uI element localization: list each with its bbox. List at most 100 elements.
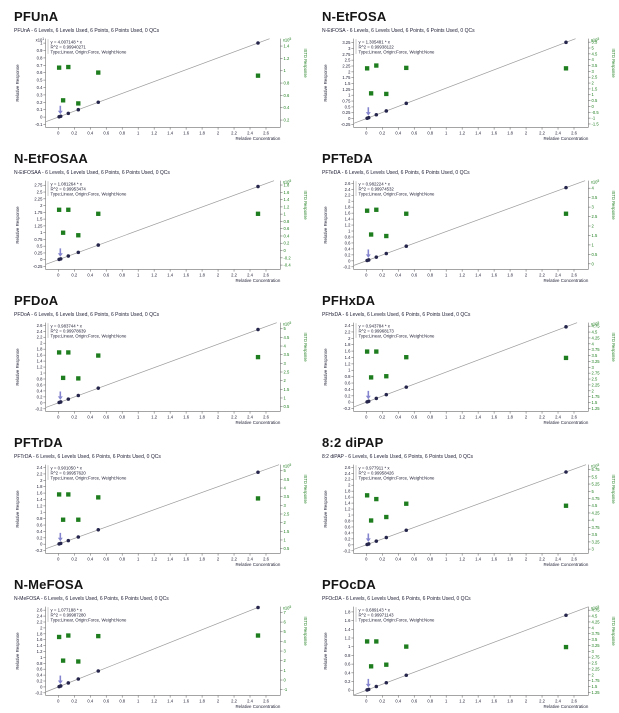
istd-response-points[interactable] — [56, 633, 261, 664]
istd-point[interactable] — [563, 211, 569, 216]
istd-point[interactable] — [368, 375, 374, 380]
calibration-plot[interactable]: 0 0.2 0.4 0.6 0.8 1 1.2 1.4 1.6 1.8 2 2.2 2.4 2.6-0.2… — [12, 461, 308, 567]
calibration-point[interactable] — [66, 254, 71, 258]
calibration-point[interactable] — [374, 112, 379, 117]
calibration-point[interactable] — [76, 393, 81, 398]
calibration-points[interactable] — [57, 184, 260, 262]
calibration-point[interactable] — [58, 541, 63, 546]
calibration-point[interactable] — [564, 40, 568, 45]
istd-point[interactable] — [96, 495, 101, 500]
calibration-point[interactable] — [58, 400, 63, 404]
calibration-point[interactable] — [58, 257, 63, 261]
istd-response-points[interactable] — [56, 207, 261, 238]
istd-point[interactable] — [66, 64, 71, 70]
calibration-points[interactable] — [365, 185, 568, 263]
calibration-point[interactable] — [384, 535, 389, 540]
istd-point[interactable] — [76, 659, 81, 664]
calibration-points[interactable] — [365, 613, 568, 692]
calibration-point[interactable] — [96, 386, 101, 390]
istd-response-points[interactable] — [56, 350, 261, 381]
calibration-plot[interactable]: 0 0.2 0.4 0.6 0.8 1 1.2 1.4 1.6 1.8 2 2.2 2.4 2.6-0.2… — [12, 603, 308, 709]
istd-response-points[interactable] — [364, 639, 569, 669]
istd-point[interactable] — [404, 644, 409, 649]
istd-point[interactable] — [76, 233, 81, 238]
calibration-point[interactable] — [76, 535, 81, 539]
istd-point[interactable] — [56, 350, 62, 355]
calibration-points[interactable] — [57, 327, 260, 405]
calibration-points[interactable] — [365, 40, 568, 121]
calibration-point[interactable] — [374, 539, 379, 543]
istd-point[interactable] — [96, 211, 101, 216]
calibration-point[interactable] — [366, 115, 371, 120]
calibration-point[interactable] — [404, 101, 409, 106]
istd-point[interactable] — [364, 208, 370, 213]
istd-point[interactable] — [96, 353, 101, 358]
calibration-plot[interactable]: 0 0.2 0.4 0.6 0.8 1 1.2 1.4 1.6 1.8 2 2.2 2.4 2.6 0 0.2… — [320, 603, 616, 709]
calibration-point[interactable] — [374, 255, 379, 259]
calibration-point[interactable] — [66, 111, 71, 116]
istd-point[interactable] — [364, 349, 370, 354]
calibration-point[interactable] — [96, 669, 101, 673]
istd-point[interactable] — [364, 493, 370, 498]
istd-point[interactable] — [255, 354, 261, 360]
calibration-point[interactable] — [564, 613, 568, 618]
calibration-point[interactable] — [404, 385, 409, 389]
istd-point[interactable] — [368, 232, 374, 237]
calibration-plot[interactable]: 0 0.2 0.4 0.6 0.8 1 1.2 1.4 1.6 1.8 2 2.2 2.4 2.6 -0.1… — [12, 35, 308, 141]
calibration-plot[interactable]: 0 0.2 0.4 0.6 0.8 1 1.2 1.4 1.6 1.8 2 2.2 2.4 2.6-0.2… — [12, 319, 308, 425]
istd-point[interactable] — [96, 633, 101, 639]
istd-point[interactable] — [255, 496, 261, 501]
istd-point[interactable] — [255, 633, 261, 638]
istd-point[interactable] — [404, 355, 409, 360]
calibration-point[interactable] — [384, 251, 389, 256]
calibration-points[interactable] — [57, 41, 260, 119]
calibration-point[interactable] — [66, 681, 71, 685]
istd-point[interactable] — [56, 65, 62, 70]
istd-point[interactable] — [384, 662, 389, 667]
istd-point[interactable] — [563, 503, 569, 508]
istd-point[interactable] — [368, 91, 374, 96]
istd-point[interactable] — [374, 496, 379, 502]
calibration-point[interactable] — [76, 250, 81, 255]
calibration-point[interactable] — [366, 258, 371, 262]
istd-point[interactable] — [368, 518, 374, 523]
istd-point[interactable] — [76, 517, 81, 522]
calibration-plot[interactable]: 0 0.2 0.4 0.6 0.8 1 1.2 1.4 1.6 1.8 2 2.2 2.4 2.6-0.2… — [320, 461, 616, 567]
istd-response-points[interactable] — [364, 63, 569, 97]
calibration-point[interactable] — [564, 185, 568, 190]
calibration-point[interactable] — [96, 243, 101, 247]
calibration-point[interactable] — [256, 41, 260, 45]
istd-point[interactable] — [255, 211, 261, 216]
istd-point[interactable] — [374, 639, 379, 644]
istd-point[interactable] — [368, 664, 374, 669]
calibration-points[interactable] — [365, 470, 568, 547]
calibration-points[interactable] — [57, 470, 260, 546]
calibration-plot[interactable]: 0 0.2 0.4 0.6 0.8 1 1.2 1.4 1.6 1.8 2 2.2 2.4 2.6-0.2… — [320, 177, 616, 283]
calibration-plot[interactable]: 0 0.2 0.4 0.6 0.8 1 1.2 1.4 1.6 1.8 2 2.2 2.4 2.6-0.2… — [320, 35, 616, 141]
calibration-point[interactable] — [256, 470, 260, 475]
istd-point[interactable] — [60, 98, 66, 103]
calibration-point[interactable] — [366, 542, 371, 546]
calibration-plot[interactable]: 0 0.2 0.4 0.6 0.8 1 1.2 1.4 1.6 1.8 2 2.2 2.4 2.6-0.2… — [320, 319, 616, 425]
calibration-point[interactable] — [374, 396, 379, 401]
calibration-point[interactable] — [366, 399, 371, 404]
istd-point[interactable] — [60, 230, 66, 235]
istd-point[interactable] — [384, 233, 389, 239]
istd-point[interactable] — [56, 634, 62, 640]
istd-point[interactable] — [384, 91, 389, 97]
istd-point[interactable] — [404, 65, 409, 71]
istd-point[interactable] — [384, 514, 389, 520]
calibration-point[interactable] — [58, 684, 63, 688]
calibration-point[interactable] — [76, 107, 81, 112]
istd-point[interactable] — [563, 355, 569, 361]
istd-point[interactable] — [563, 66, 569, 71]
calibration-point[interactable] — [58, 114, 63, 118]
istd-point[interactable] — [56, 492, 62, 497]
calibration-point[interactable] — [384, 392, 389, 397]
istd-point[interactable] — [404, 501, 409, 506]
istd-point[interactable] — [60, 658, 66, 663]
calibration-point[interactable] — [96, 528, 101, 532]
calibration-point[interactable] — [76, 677, 81, 681]
istd-response-points[interactable] — [364, 493, 569, 523]
istd-point[interactable] — [374, 349, 379, 354]
